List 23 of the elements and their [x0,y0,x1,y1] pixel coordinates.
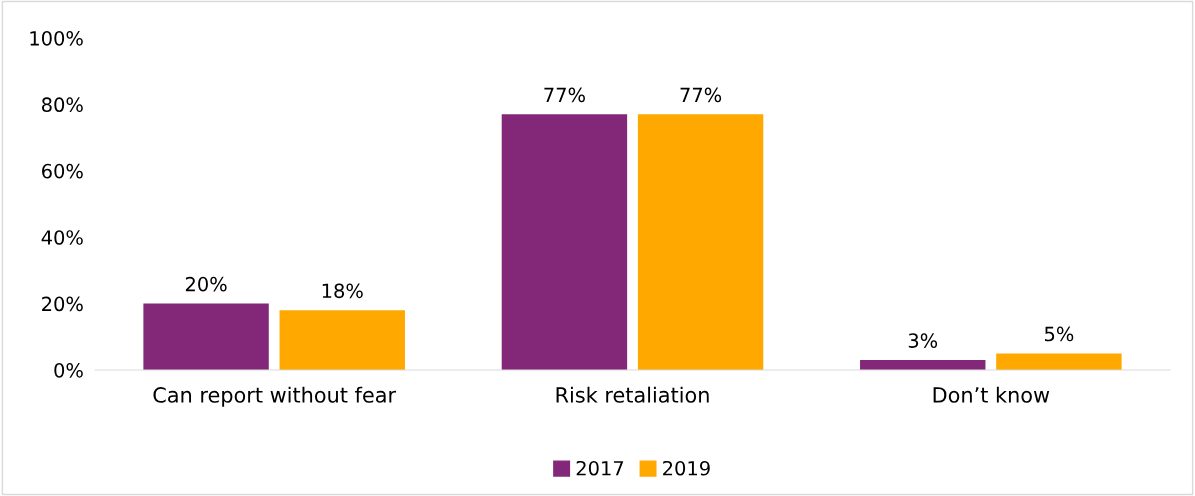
data-label: 20% [185,276,227,292]
x-tick-label: Don’t know [933,386,1050,403]
x-tick-label: Can report without fear [153,386,397,407]
data-label: 18% [322,283,363,299]
bar [637,114,764,370]
x-tick-label: Risk retaliation [556,386,709,403]
y-tick-label: 40% [41,230,83,245]
legend-label: 2019 [663,460,710,476]
bar [996,353,1122,370]
y-tick-label: 100% [30,30,83,46]
y-tick-label: 60% [42,163,83,179]
y-tick-label: 20% [42,296,83,312]
bar [860,360,986,370]
legend-label: 2017 [576,460,624,476]
data-label: 5% [1044,326,1074,342]
data-label: 3% [908,333,938,348]
y-tick-label: 0% [54,362,83,378]
bar [279,310,405,370]
data-label: 77% [544,87,585,103]
bar [501,114,628,370]
y-tick-label: 80% [41,97,83,113]
data-label: 77% [680,87,722,103]
bar [143,303,269,370]
